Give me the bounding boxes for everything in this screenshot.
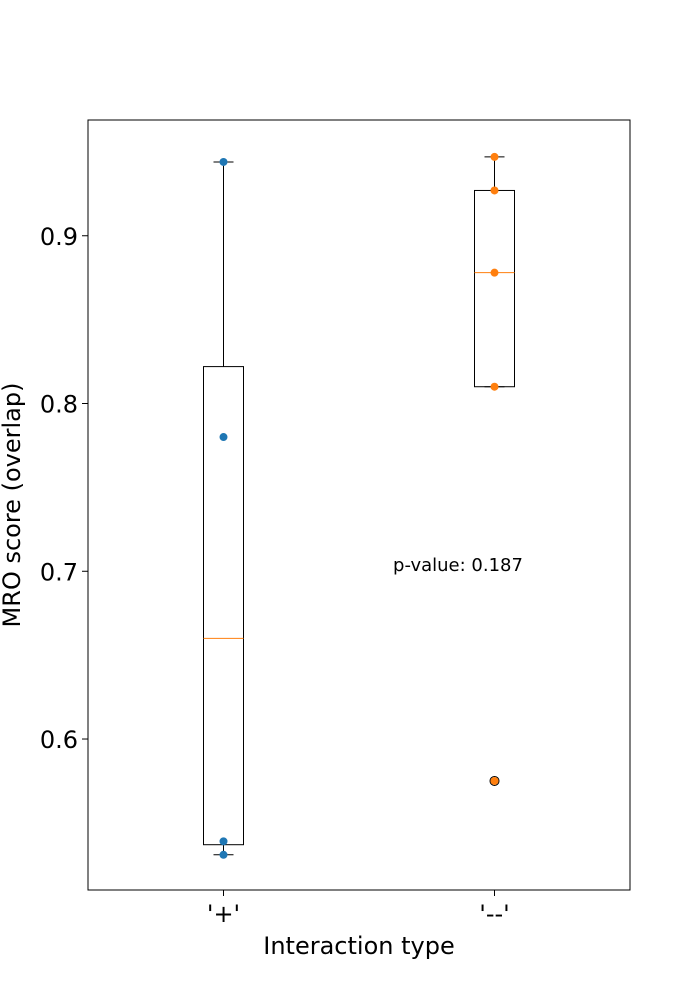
data-point — [490, 186, 499, 195]
x-tick-label: '--' — [479, 900, 510, 928]
y-tick-label: 0.6 — [40, 726, 78, 754]
data-point — [490, 268, 499, 277]
y-tick-label: 0.7 — [40, 558, 78, 586]
outlier-marker — [489, 775, 500, 786]
box-iqr — [474, 189, 515, 388]
data-point — [219, 433, 228, 442]
data-point — [219, 837, 228, 846]
chart-axes: 0.6 0.7 0.8 0.9 '+' '--' — [40, 223, 510, 928]
chart-marks — [203, 152, 515, 859]
x-tick-label: '+' — [207, 900, 240, 928]
data-point — [219, 850, 228, 859]
y-axis-label: MRO score (overlap) — [0, 383, 26, 628]
x-axis-label: Interaction type — [263, 932, 454, 960]
data-point — [219, 157, 228, 166]
p-value-annotation: p-value: 0.187 — [393, 555, 523, 576]
plot-area-frame — [87, 119, 631, 891]
data-point — [490, 776, 499, 785]
y-tick-label: 0.9 — [40, 223, 78, 251]
data-point — [490, 382, 499, 391]
y-tick-label: 0.8 — [40, 391, 78, 419]
data-point — [490, 152, 499, 161]
